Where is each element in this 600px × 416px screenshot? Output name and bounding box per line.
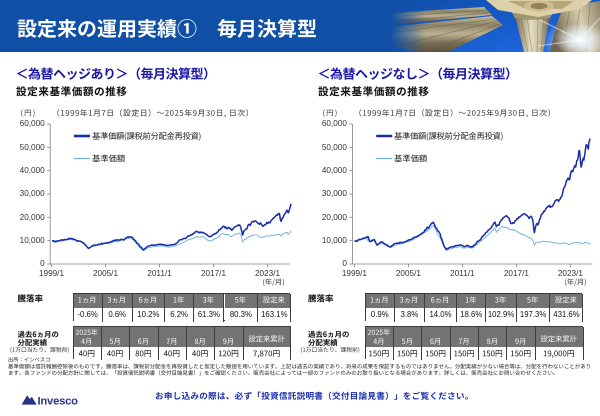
svg-text:Invesco: Invesco [38,396,79,408]
